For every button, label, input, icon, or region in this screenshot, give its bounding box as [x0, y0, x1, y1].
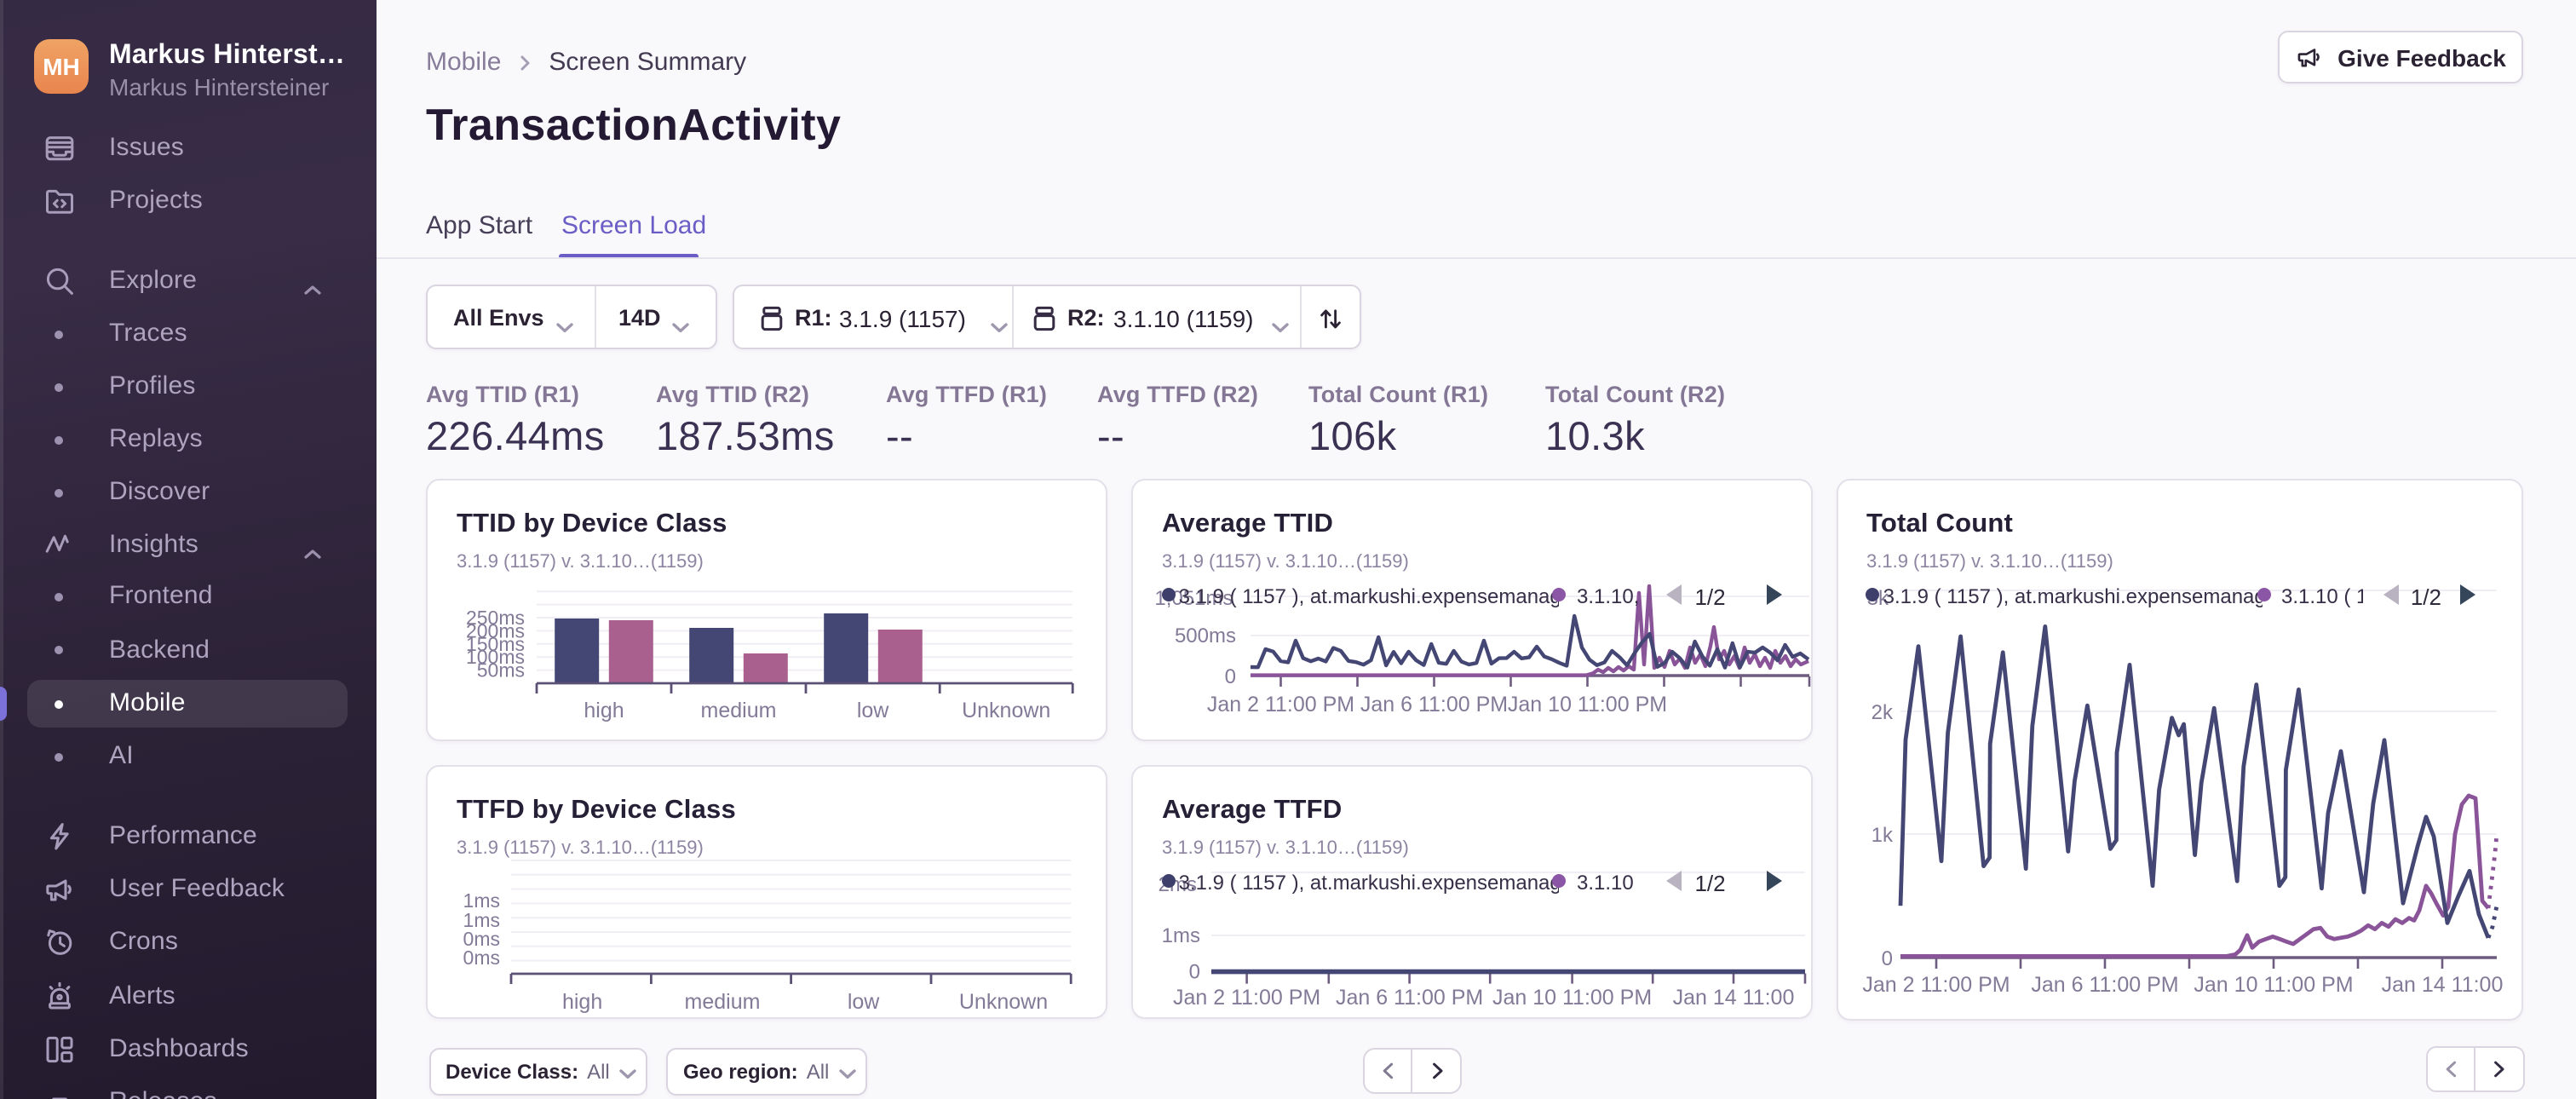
svg-text:150ms: 150ms — [466, 633, 525, 655]
svg-text:250ms: 250ms — [466, 607, 525, 629]
svg-text:high: high — [562, 990, 602, 1014]
svg-text:Unknown: Unknown — [959, 990, 1048, 1014]
svg-text:Jan 6 11:00 PM: Jan 6 11:00 PM — [1360, 693, 1508, 716]
svg-text:low: low — [848, 990, 880, 1014]
svg-text:1ms: 1ms — [1162, 924, 1200, 947]
svg-text:high: high — [584, 699, 624, 722]
svg-text:Jan 2 11:00 PM: Jan 2 11:00 PM — [1207, 693, 1354, 716]
svg-text:Jan 10 11:00 PM: Jan 10 11:00 PM — [2193, 973, 2352, 997]
svg-text:Jan 2 11:00 PM: Jan 2 11:00 PM — [1173, 986, 1320, 1010]
svg-text:Jan 6 11:00 PM: Jan 6 11:00 PM — [2030, 973, 2177, 997]
svg-text:1k: 1k — [1871, 824, 1893, 847]
svg-text:100ms: 100ms — [466, 646, 525, 668]
svg-text:50ms: 50ms — [477, 659, 525, 682]
svg-text:500ms: 500ms — [1175, 624, 1236, 647]
svg-text:0: 0 — [1881, 947, 1892, 970]
svg-text:Jan 14 11:00: Jan 14 11:00 — [2381, 973, 2503, 997]
svg-text:1ms: 1ms — [463, 909, 500, 931]
svg-text:0ms: 0ms — [463, 928, 500, 950]
svg-text:medium: medium — [685, 990, 761, 1014]
svg-text:Jan 2 11:00 PM: Jan 2 11:00 PM — [1861, 973, 2009, 997]
svg-text:Unknown: Unknown — [962, 699, 1050, 722]
svg-text:200ms: 200ms — [466, 619, 525, 642]
svg-text:2k: 2k — [1871, 701, 1893, 724]
svg-text:0ms: 0ms — [463, 947, 500, 969]
svg-text:1ms: 1ms — [463, 889, 500, 912]
svg-text:0: 0 — [1189, 961, 1200, 984]
svg-text:low: low — [857, 699, 889, 722]
svg-text:medium: medium — [701, 699, 777, 722]
svg-text:Jan 6 11:00 PM: Jan 6 11:00 PM — [1336, 986, 1483, 1010]
svg-text:Jan 14 11:00: Jan 14 11:00 — [1673, 986, 1795, 1010]
svg-text:0: 0 — [1225, 665, 1236, 688]
svg-text:Jan 10 11:00 PM: Jan 10 11:00 PM — [1508, 693, 1667, 716]
svg-text:Jan 10 11:00 PM: Jan 10 11:00 PM — [1492, 986, 1652, 1010]
